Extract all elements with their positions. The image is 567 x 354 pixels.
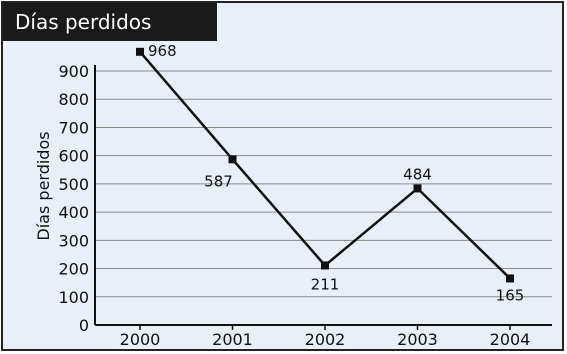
- y-tick-label: 900: [58, 62, 89, 81]
- y-tick-label: 0: [79, 316, 89, 335]
- y-axis-label: Días perdidos: [34, 131, 53, 240]
- y-tick-label: 500: [58, 175, 89, 194]
- series-line: [139, 50, 511, 280]
- y-tick-label: 800: [58, 90, 89, 109]
- x-tick-label: 2002: [305, 330, 346, 349]
- plot-area: Días perdidos 0 100 200 300 400 500 600 700 800 9…: [34, 42, 552, 349]
- y-tick-label: 700: [58, 118, 89, 137]
- data-label: 484: [403, 165, 432, 183]
- x-tick-label: 2001: [212, 330, 253, 349]
- data-point-marker: [136, 47, 144, 56]
- y-tick-label: 400: [58, 203, 89, 222]
- data-label: 968: [148, 42, 177, 60]
- data-point-marker: [506, 274, 514, 283]
- y-tick-label: 100: [58, 288, 89, 307]
- data-point-marker: [228, 155, 237, 164]
- data-label: 165: [496, 286, 525, 304]
- data-label: 211: [311, 275, 340, 293]
- x-tick-label: 2003: [397, 330, 438, 349]
- x-tick-label: 2000: [120, 330, 161, 349]
- x-tick-label: 2004: [490, 330, 531, 349]
- chart-title: Días perdidos: [3, 3, 217, 41]
- y-tick-label: 200: [58, 260, 89, 279]
- data-label: 587: [204, 172, 233, 190]
- y-tick-label: 300: [58, 231, 89, 250]
- data-point-marker: [321, 261, 329, 270]
- y-tick-label: 600: [58, 147, 89, 166]
- data-point-marker: [413, 184, 422, 193]
